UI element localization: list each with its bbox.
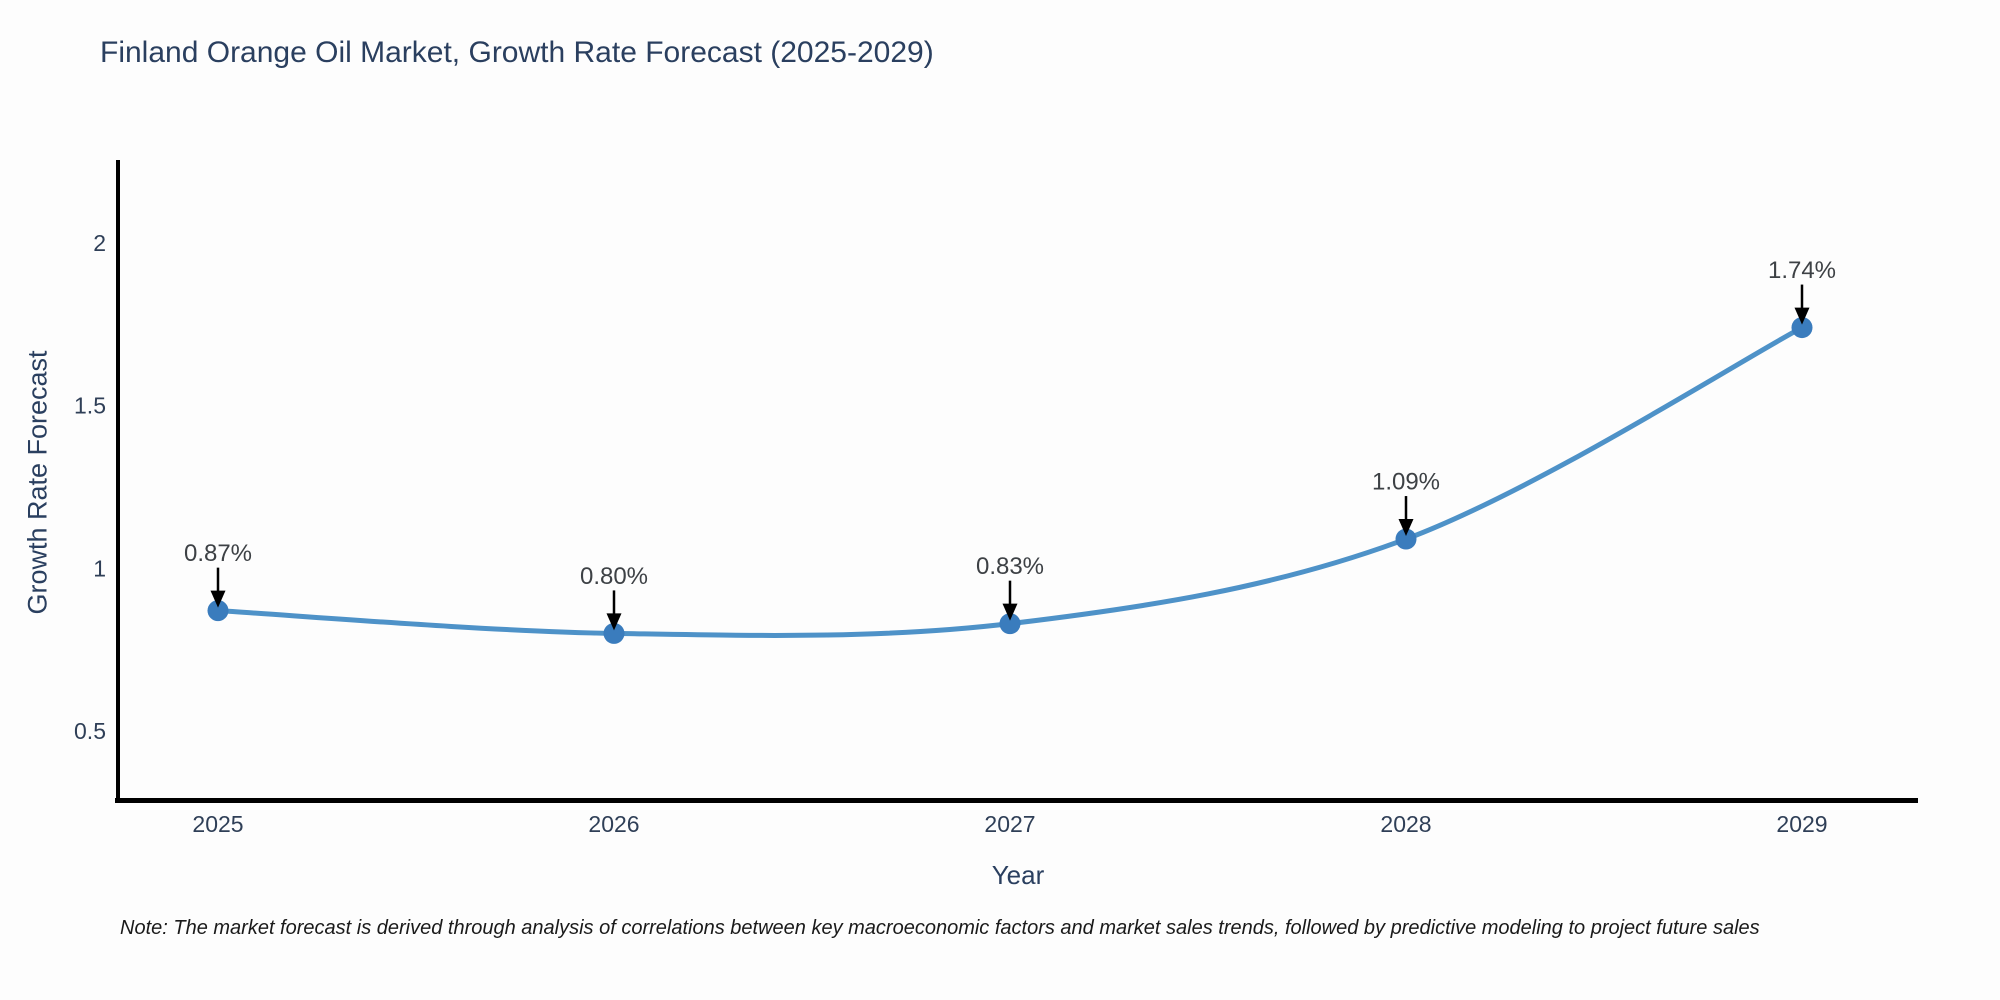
footnote: Note: The market forecast is derived thr…: [120, 917, 1760, 939]
annotation-arrow-head-2028: [1398, 519, 1414, 537]
annotation-arrow-head-2025: [210, 590, 226, 608]
x-tick-label-2025: 2025: [192, 811, 243, 837]
data-point-2029: [1791, 317, 1813, 339]
x-axis-title: Year: [991, 860, 1045, 890]
annotation-label-2025: 0.87%: [184, 540, 252, 567]
annotation-label-2027: 0.83%: [976, 553, 1044, 580]
data-point-2028: [1395, 528, 1417, 550]
y-tick-label-2: 2: [93, 230, 106, 256]
annotation-arrow-head-2026: [606, 613, 622, 631]
data-point-2026: [603, 622, 625, 644]
data-point-2027: [999, 613, 1021, 635]
annotation-label-2028: 1.09%: [1372, 469, 1440, 496]
x-tick-label-2029: 2029: [1776, 811, 1827, 837]
y-axis-spine: [116, 160, 120, 803]
annotation-arrow-head-2029: [1794, 307, 1810, 325]
y-tick-label-1.5: 1.5: [74, 393, 106, 419]
x-tick-label-2026: 2026: [588, 811, 639, 837]
y-tick-label-1: 1: [93, 555, 106, 581]
data-point-2025: [207, 600, 229, 622]
annotation-arrow-head-2027: [1002, 603, 1018, 621]
chart-title: Finland Orange Oil Market, Growth Rate F…: [100, 36, 934, 69]
annotation-label-2026: 0.80%: [580, 563, 648, 590]
y-tick-label-0.5: 0.5: [74, 718, 106, 744]
x-tick-label-2028: 2028: [1380, 811, 1431, 837]
x-tick-label-2027: 2027: [984, 811, 1035, 837]
annotation-label-2029: 1.74%: [1768, 257, 1836, 284]
x-axis-spine: [115, 798, 1918, 803]
